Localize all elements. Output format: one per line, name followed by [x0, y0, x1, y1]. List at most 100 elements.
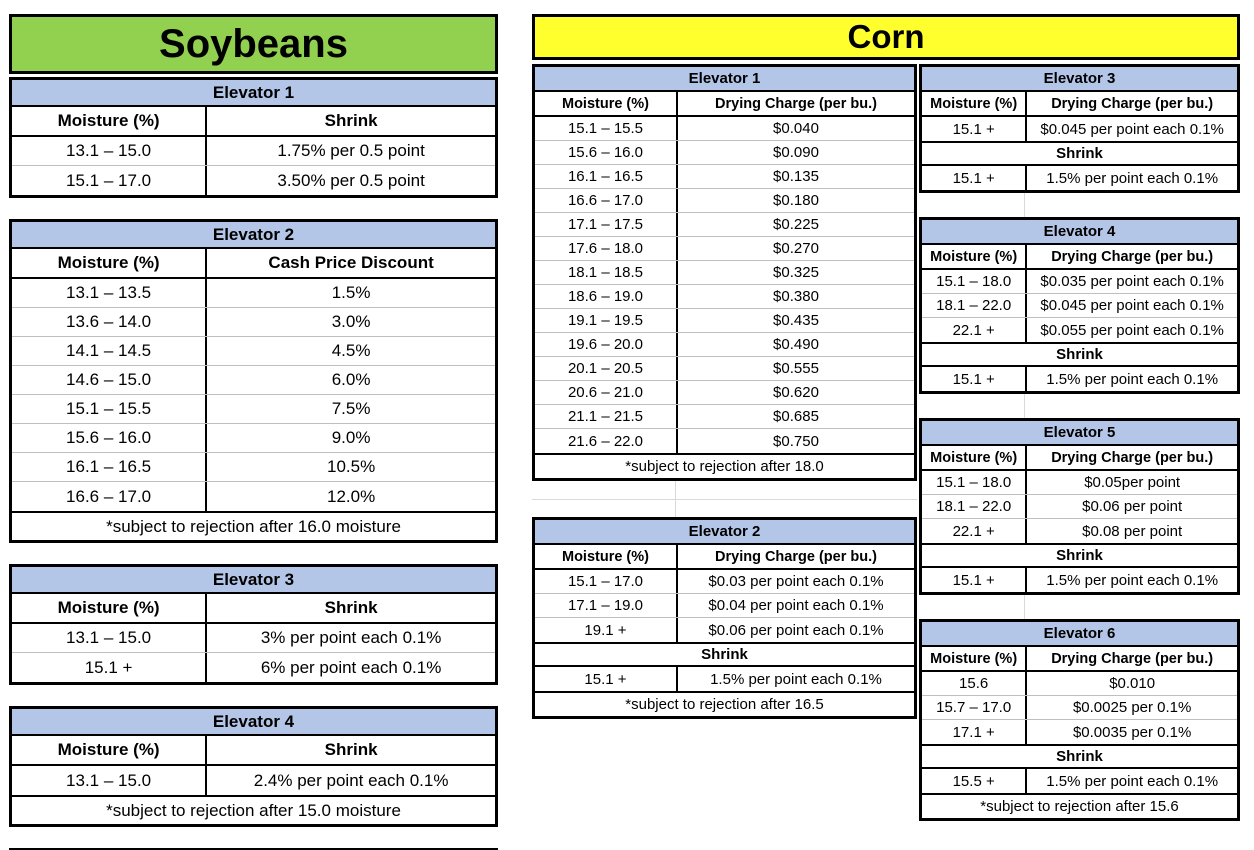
table-row: 14.1 – 14.5 4.5%	[12, 337, 495, 366]
table-row: 15.1 + 1.5% per point each 0.1%	[922, 367, 1237, 391]
value-cell: $0.090	[773, 144, 819, 161]
moisture-column-header: Moisture (%)	[535, 92, 678, 115]
table-row: 18.1 – 22.0 $0.045 per point each 0.1%	[922, 294, 1237, 318]
value-cell: $0.03 per point each 0.1%	[708, 573, 884, 590]
moisture-column-header: Moisture (%)	[12, 736, 208, 764]
value-cell: $0.08 per point	[1082, 522, 1183, 540]
table-row: 13.1 – 15.0 3% per point each 0.1%	[12, 624, 495, 653]
table-row: 22.1 + $0.055 per point each 0.1%	[922, 318, 1237, 342]
column-header-row: Moisture (%) Shrink	[12, 107, 495, 137]
rejection-note: *subject to rejection after 15.6	[922, 793, 1237, 818]
shrink-section-header: Shrink	[922, 141, 1237, 166]
moisture-column-header: Moisture (%)	[12, 249, 208, 277]
rejection-note: *subject to rejection after 16.5	[535, 691, 914, 716]
value-cell: $0.010	[1109, 675, 1156, 692]
moisture-cell: 16.6 – 17.0	[535, 189, 678, 212]
value-cell: 1.75% per 0.5 point	[277, 141, 425, 160]
table-row: 22.1 + $0.08 per point	[922, 519, 1237, 543]
moisture-cell: 15.1 +	[535, 667, 678, 691]
value-cell: $0.05per point	[1084, 474, 1181, 491]
table-row: 15.1 – 17.0 3.50% per 0.5 point	[12, 166, 495, 195]
value-cell: $0.180	[773, 192, 819, 209]
value-cell: $0.435	[773, 312, 819, 329]
moisture-cell: 13.1 – 15.0	[12, 766, 208, 795]
soybeans-elevator-2-table: Elevator 2 Moisture (%) Cash Price Discoun…	[9, 219, 498, 543]
corn-elevator-2-table: Elevator 2 Moisture (%) Drying Charge (per…	[532, 517, 917, 719]
moisture-column-header: Moisture (%)	[922, 446, 1028, 469]
moisture-column-header: Moisture (%)	[12, 107, 208, 135]
value-column-header: Drying Charge (per bu.)	[1051, 449, 1214, 466]
column-header-row: Moisture (%) Drying Charge (per bu.)	[922, 647, 1237, 672]
value-cell: 1.5%	[331, 283, 371, 302]
value-cell: $0.490	[773, 336, 819, 353]
rejection-note: *subject to rejection after 18.0	[535, 453, 914, 478]
column-header-row: Moisture (%) Drying Charge (per bu.)	[922, 446, 1237, 471]
soybeans-elevator-4-table: Elevator 4 Moisture (%) Shrink 13.1 – 15.0 2…	[9, 706, 498, 827]
value-cell: $0.0035 per 0.1%	[1072, 723, 1192, 741]
table-row: 20.6 – 21.0 $0.620	[535, 381, 914, 405]
moisture-cell: 18.1 – 22.0	[922, 294, 1028, 317]
table-row: 13.1 – 13.5 1.5%	[12, 279, 495, 308]
moisture-cell: 14.1 – 14.5	[12, 337, 208, 365]
table-row: 15.1 – 18.0 $0.05per point	[922, 471, 1237, 495]
value-cell: 10.5%	[326, 457, 376, 476]
moisture-cell: 15.6	[922, 672, 1028, 695]
table-row: 15.7 – 17.0 $0.0025 per 0.1%	[922, 696, 1237, 720]
column-header-row: Moisture (%) Drying Charge (per bu.)	[535, 92, 914, 117]
value-cell: 6% per point each 0.1%	[260, 657, 442, 677]
column-header-row: Moisture (%) Shrink	[12, 594, 495, 624]
corn-panel: Corn Elevator 1 Moisture (%) Drying Charge…	[532, 14, 1240, 821]
moisture-cell: 17.6 – 18.0	[535, 237, 678, 260]
value-cell: $0.225	[773, 216, 819, 233]
grid-gap	[919, 595, 1240, 619]
grid-gap	[919, 394, 1240, 418]
table-row: 17.1 + $0.0035 per 0.1%	[922, 720, 1237, 744]
value-cell: $0.380	[773, 288, 819, 305]
moisture-cell: 15.5 +	[922, 769, 1028, 793]
corn-title: Corn	[532, 14, 1240, 60]
moisture-cell: 16.6 – 17.0	[12, 482, 208, 511]
table-row: 15.1 + 1.5% per point each 0.1%	[535, 667, 914, 691]
value-cell: $0.620	[773, 384, 819, 401]
moisture-column-header: Moisture (%)	[535, 545, 678, 568]
value-column-header: Drying Charge (per bu.)	[1051, 95, 1214, 112]
soybeans-elevator-1-table: Elevator 1 Moisture (%) Shrink 13.1 – 15.0 1…	[9, 77, 498, 198]
table-row: 21.6 – 22.0 $0.750	[535, 429, 914, 453]
value-cell: $0.045 per point each 0.1%	[1040, 120, 1224, 138]
corn-middle-column: Elevator 1 Moisture (%) Drying Charge (per…	[532, 64, 917, 821]
moisture-column-header: Moisture (%)	[922, 92, 1028, 115]
corn-right-column: Elevator 3 Moisture (%) Drying Charge (per…	[919, 64, 1240, 821]
value-cell: 2.4% per point each 0.1%	[253, 770, 449, 790]
shrink-section-header: Shrink	[922, 744, 1237, 769]
value-column-header: Drying Charge (per bu.)	[715, 548, 877, 565]
moisture-cell: 15.6 – 16.0	[12, 424, 208, 452]
moisture-cell: 14.6 – 15.0	[12, 366, 208, 394]
table-row: 15.1 + $0.045 per point each 0.1%	[922, 117, 1237, 141]
moisture-cell: 19.6 – 20.0	[535, 333, 678, 356]
value-cell: 1.5% per point each 0.1%	[1046, 370, 1219, 388]
table-row: 18.1 – 22.0 $0.06 per point	[922, 495, 1237, 519]
moisture-cell: 15.6 – 16.0	[535, 141, 678, 164]
table-row: 16.6 – 17.0 $0.180	[535, 189, 914, 213]
table-row: 15.6 $0.010	[922, 672, 1237, 696]
moisture-cell: 15.1 – 15.5	[535, 117, 678, 140]
value-cell: 1.5% per point each 0.1%	[1046, 571, 1219, 589]
value-cell: 6.0%	[331, 370, 371, 389]
moisture-cell: 15.1 +	[922, 367, 1028, 391]
table-row: 16.6 – 17.0 12.0%	[12, 482, 495, 511]
shrink-section-header: Shrink	[535, 642, 914, 667]
corn-elevator-3-table: Elevator 3 Moisture (%) Drying Charge (per…	[919, 64, 1240, 193]
column-header-row: Moisture (%) Shrink	[12, 736, 495, 766]
moisture-cell: 17.1 +	[922, 720, 1028, 744]
moisture-cell: 17.1 – 19.0	[535, 594, 678, 617]
moisture-cell: 18.6 – 19.0	[535, 285, 678, 308]
moisture-cell: 16.1 – 16.5	[535, 165, 678, 188]
value-column-header: Shrink	[324, 111, 378, 130]
table-row: 15.1 + 1.5% per point each 0.1%	[922, 166, 1237, 190]
moisture-cell: 13.1 – 15.0	[12, 624, 208, 652]
moisture-cell: 19.1 – 19.5	[535, 309, 678, 332]
value-cell: $0.045 per point each 0.1%	[1040, 297, 1224, 314]
table-row: 14.6 – 15.0 6.0%	[12, 366, 495, 395]
table-row: 17.1 – 19.0 $0.04 per point each 0.1%	[535, 594, 914, 618]
elevator-band: Elevator 2	[535, 520, 914, 545]
